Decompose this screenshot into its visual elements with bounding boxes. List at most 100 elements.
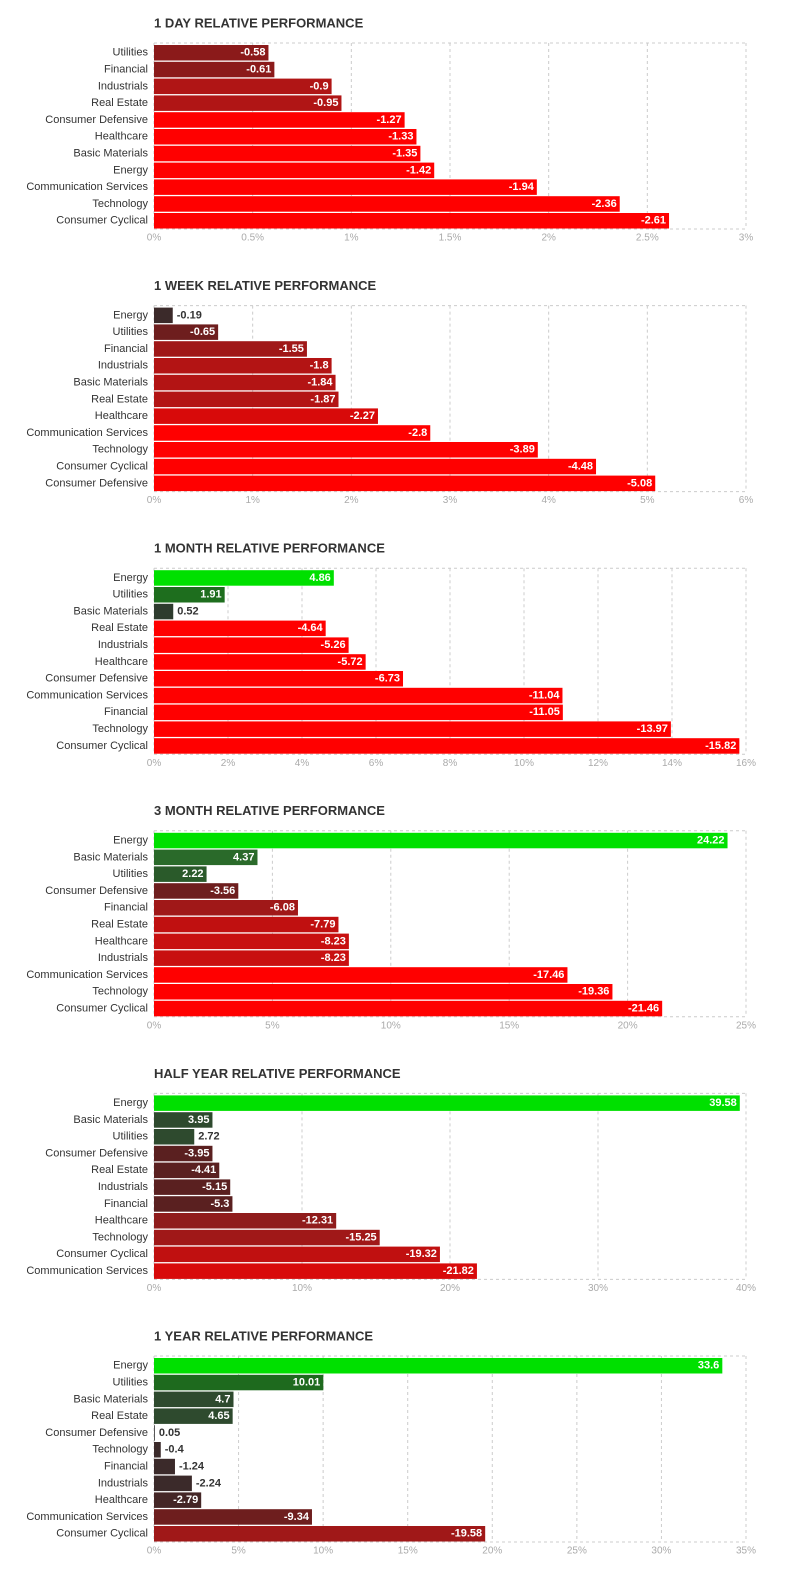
bar xyxy=(154,1095,740,1111)
category-label: Energy xyxy=(113,1360,148,1372)
bar xyxy=(154,883,239,899)
bar xyxy=(154,196,620,212)
x-tick-label: 8% xyxy=(443,758,458,769)
category-label: Financial xyxy=(104,1460,148,1472)
x-tick-label: 5% xyxy=(231,1546,246,1557)
category-label: Basic Materials xyxy=(73,376,148,388)
value-label: 2.22 xyxy=(182,868,203,880)
category-label: Energy xyxy=(113,834,148,846)
x-tick-label: 40% xyxy=(736,1283,756,1294)
category-label: Consumer Cyclical xyxy=(56,215,148,227)
bar xyxy=(154,738,740,754)
value-label: -5.72 xyxy=(338,656,363,668)
bar xyxy=(154,475,656,492)
category-label: Utilities xyxy=(113,1376,149,1388)
value-label: -19.36 xyxy=(578,986,609,998)
bar xyxy=(154,374,336,391)
category-label: Industrials xyxy=(98,1477,149,1489)
x-tick-label: 5% xyxy=(265,1020,280,1031)
value-label: -6.73 xyxy=(375,673,400,685)
category-label: Utilities xyxy=(113,868,149,880)
bar xyxy=(154,1112,213,1128)
bar xyxy=(154,832,728,849)
chart: 1 MONTH RELATIVE PERFORMANCE 0% 2% 4% 6% 8% 10… xyxy=(26,541,756,769)
chart: 3 MONTH RELATIVE PERFORMANCE 0% 5% 10% 15% 20… xyxy=(26,803,756,1031)
value-label: -13.97 xyxy=(637,723,668,735)
x-tick-label: 20% xyxy=(482,1546,502,1557)
category-label: Utilities xyxy=(113,589,149,601)
chart-title: 1 DAY RELATIVE PERFORMANCE xyxy=(154,15,364,30)
bar xyxy=(154,1000,663,1017)
bar xyxy=(154,324,219,340)
bar xyxy=(154,61,275,78)
bar xyxy=(154,967,568,983)
bar xyxy=(154,637,349,653)
x-tick-label: 14% xyxy=(662,758,682,769)
bar xyxy=(154,1442,161,1458)
value-label: -1.84 xyxy=(307,376,333,388)
bar xyxy=(154,1196,233,1212)
category-label: Basic Materials xyxy=(73,851,148,863)
value-label: 39.58 xyxy=(709,1097,737,1109)
category-label: Consumer Defensive xyxy=(45,477,148,489)
bar xyxy=(154,358,332,374)
value-label: -1.8 xyxy=(310,360,329,372)
category-label: Industrials xyxy=(98,1181,149,1193)
value-label: -17.46 xyxy=(533,969,564,981)
value-label: 2.72 xyxy=(198,1131,219,1143)
bar xyxy=(154,654,366,670)
value-label: -5.15 xyxy=(202,1181,227,1193)
value-label: -1.94 xyxy=(509,181,535,193)
x-tick-label: 20% xyxy=(440,1283,460,1294)
x-tick-label: 0% xyxy=(147,495,162,506)
x-tick-label: 0% xyxy=(147,1020,162,1031)
category-label: Healthcare xyxy=(95,1215,148,1227)
bar xyxy=(154,425,431,441)
category-label: Energy xyxy=(113,164,148,176)
value-label: -3.95 xyxy=(184,1147,209,1159)
value-label: -0.9 xyxy=(310,80,329,92)
value-label: 0.05 xyxy=(159,1427,180,1439)
category-label: Technology xyxy=(92,444,148,456)
chart: 1 DAY RELATIVE PERFORMANCE 0% 0.5% 1% 1.5% 2%… xyxy=(26,15,753,243)
bar xyxy=(154,1229,380,1246)
value-label: -0.65 xyxy=(190,326,215,338)
category-label: Financial xyxy=(104,63,148,75)
category-label: Consumer Cyclical xyxy=(56,1528,148,1540)
x-tick-label: 10% xyxy=(292,1283,312,1294)
category-label: Industrials xyxy=(98,952,149,964)
value-label: 4.37 xyxy=(233,851,254,863)
category-label: Basic Materials xyxy=(73,147,148,159)
value-label: -1.55 xyxy=(279,343,304,355)
category-label: Technology xyxy=(92,1444,148,1456)
value-label: -0.58 xyxy=(240,47,265,59)
category-label: Utilities xyxy=(113,326,149,338)
value-label: -15.25 xyxy=(345,1231,376,1243)
x-tick-label: 20% xyxy=(618,1020,638,1031)
x-tick-label: 1% xyxy=(344,233,359,244)
category-label: Real Estate xyxy=(91,97,148,109)
value-label: -19.32 xyxy=(406,1248,437,1260)
bar xyxy=(154,687,563,704)
bar xyxy=(154,866,207,882)
category-label: Communication Services xyxy=(26,181,148,193)
value-label: -0.4 xyxy=(165,1444,185,1456)
category-label: Consumer Cyclical xyxy=(56,1002,148,1014)
category-label: Real Estate xyxy=(91,622,148,634)
category-label: Real Estate xyxy=(91,918,148,930)
bar xyxy=(154,45,269,61)
bar xyxy=(154,1458,175,1475)
category-label: Real Estate xyxy=(91,1410,148,1422)
category-label: Communication Services xyxy=(26,427,148,439)
category-label: Technology xyxy=(92,986,148,998)
category-label: Communication Services xyxy=(26,1511,148,1523)
x-tick-label: 10% xyxy=(313,1546,333,1557)
value-label: -4.41 xyxy=(191,1164,216,1176)
bar xyxy=(154,721,671,737)
category-label: Basic Materials xyxy=(73,605,148,617)
bar xyxy=(154,458,597,475)
x-tick-label: 6% xyxy=(369,758,384,769)
value-label: -11.04 xyxy=(529,689,560,701)
x-tick-label: 0% xyxy=(147,758,162,769)
